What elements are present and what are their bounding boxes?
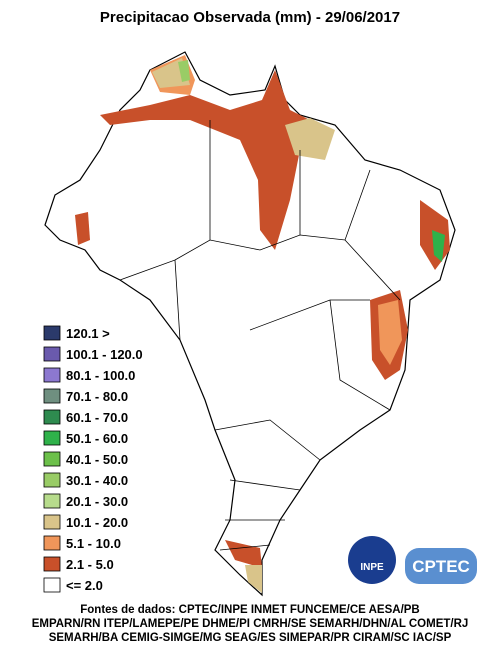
legend-label: 10.1 - 20.0 (66, 515, 128, 530)
cptec-label: CPTEC (412, 557, 470, 576)
legend-swatch (43, 535, 61, 551)
map (44, 51, 456, 597)
legend-label: 70.1 - 80.0 (66, 389, 128, 404)
legend-swatch (43, 493, 61, 509)
inpe-logo (348, 536, 396, 584)
rain-area (100, 70, 330, 250)
country-outline (44, 51, 456, 597)
legend-label: 120.1 > (66, 326, 110, 341)
legend-label: 5.1 - 10.0 (66, 536, 121, 551)
rain-area (285, 118, 335, 160)
legend-label: 80.1 - 100.0 (66, 368, 135, 383)
legend-swatch (43, 577, 61, 593)
rain-area (178, 60, 190, 82)
footer-line: SEMARH/BA CEMIG-SIMGE/MG SEAG/ES SIMEPAR… (49, 632, 452, 644)
legend-swatch (43, 325, 61, 341)
legend-label: 20.1 - 30.0 (66, 494, 128, 509)
logos: INPE CPTEC (348, 536, 477, 584)
inpe-label: INPE (360, 562, 384, 573)
legend-swatch (43, 514, 61, 530)
legend-label: 30.1 - 40.0 (66, 473, 128, 488)
legend-swatch (43, 346, 61, 362)
footer-line: Fontes de dados: CPTEC/INPE INMET FUNCEM… (80, 604, 420, 616)
legend-label: 100.1 - 120.0 (66, 347, 143, 362)
legend-swatch (43, 472, 61, 488)
rain-area (432, 230, 445, 262)
legend-swatch (43, 388, 61, 404)
legend: 120.1 > 100.1 - 120.0 80.1 - 100.0 70.1 - 8… (43, 325, 143, 593)
state-borders (119, 120, 401, 551)
legend-label: 40.1 - 50.0 (66, 452, 128, 467)
legend-label: 50.1 - 60.0 (66, 431, 128, 446)
legend-label: <= 2.0 (66, 578, 103, 593)
legend-label: 60.1 - 70.0 (66, 410, 128, 425)
cptec-logo (405, 548, 477, 584)
rain-area (75, 212, 90, 245)
legend-swatch (43, 409, 61, 425)
legend-swatch (43, 451, 61, 467)
legend-label: 2.1 - 5.0 (66, 557, 114, 572)
rain-area (378, 300, 402, 365)
rain-area (245, 565, 262, 593)
legend-swatch (43, 367, 61, 383)
legend-swatch (43, 430, 61, 446)
legend-swatch (43, 556, 61, 572)
title: Precipitacao Observada (mm) - 29/06/2017 (100, 9, 400, 26)
footer-line: EMPARN/RN ITEP/LAMEPE/PE DHME/PI CMRH/SE… (32, 618, 469, 630)
